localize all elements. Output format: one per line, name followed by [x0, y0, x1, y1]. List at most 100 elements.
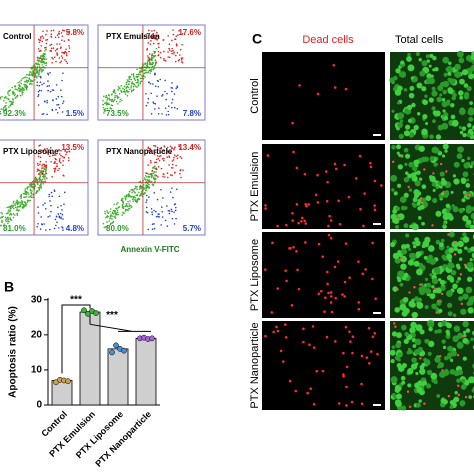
cell-dot: [43, 82, 45, 85]
live-cell: [391, 188, 395, 192]
cell-dot: [104, 96, 107, 99]
sig-bracket: [61, 304, 91, 374]
cell-dot: [104, 108, 107, 110]
scatter-cloud: [102, 29, 184, 116]
live-cell: [459, 130, 464, 135]
live-cell: [411, 357, 417, 363]
cell-dot: [174, 171, 176, 174]
dead-cell: [326, 180, 329, 184]
cell-dot: [141, 186, 143, 189]
live-cell: [394, 307, 400, 313]
live-cell: [425, 288, 432, 295]
live-cell: [457, 90, 464, 96]
live-cell: [438, 308, 443, 314]
cell-dot: [56, 104, 58, 106]
live-cell: [412, 197, 418, 203]
dead-cell: [371, 277, 374, 281]
live-cell: [436, 394, 441, 398]
cell-dot: [151, 213, 154, 216]
cell-dot: [166, 156, 169, 158]
live-cell: [443, 72, 448, 77]
cell-dot: [173, 147, 175, 150]
cell-dot: [156, 95, 158, 97]
column-header: Total cells: [395, 34, 444, 46]
cell-dot: [50, 152, 52, 154]
cell-dot: [118, 93, 121, 95]
cell-dot: [116, 209, 119, 212]
cell-dot: [39, 55, 42, 57]
cell-dot: [119, 87, 121, 90]
cell-dot: [42, 69, 44, 71]
cell-dot: [55, 165, 58, 167]
cell-dot: [41, 55, 44, 58]
cell-dot: [54, 36, 57, 39]
live-cell: [469, 101, 473, 105]
cell-dot: [171, 90, 173, 93]
x-axis-label: Annexin V-FITC: [120, 245, 179, 254]
cell-dot: [176, 108, 179, 110]
cell-dot: [146, 32, 148, 35]
cell-dot: [121, 206, 124, 209]
cell-dot: [52, 152, 55, 155]
dead-cell: [397, 216, 401, 220]
quadrant-value: 73.5%: [106, 109, 129, 118]
cell-dot: [135, 194, 137, 197]
cell-dot: [171, 82, 173, 84]
cell-dot: [25, 73, 28, 76]
cell-dot: [171, 210, 173, 213]
cell-dot: [52, 89, 55, 91]
cell-dot: [154, 151, 157, 154]
cell-dot: [16, 214, 19, 216]
cell-dot: [111, 218, 113, 220]
cell-dot: [48, 195, 51, 198]
cell-dot: [172, 29, 174, 31]
cell-dot: [150, 174, 153, 177]
cell-dot: [173, 53, 175, 55]
cell-dot: [147, 147, 149, 149]
cell-dot: [42, 170, 44, 173]
cell-dot: [153, 108, 156, 110]
dead-cell: [351, 351, 354, 355]
dead-cell: [284, 269, 287, 272]
live-cell: [429, 134, 434, 140]
cell-dot: [51, 56, 53, 59]
cell-dot: [43, 163, 46, 166]
dead-cell: [392, 160, 395, 164]
dead-cell: [343, 295, 346, 298]
live-cell: [468, 376, 474, 384]
live-cell: [404, 162, 408, 167]
dead-cell: [468, 193, 471, 197]
live-cell: [462, 236, 470, 243]
cell-dot: [174, 203, 177, 205]
cell-dot: [2, 224, 5, 227]
cell-dot: [179, 54, 181, 56]
dead-cell: [329, 291, 333, 294]
live-cell: [437, 277, 442, 282]
cell-dot: [149, 72, 152, 74]
live-cell: [391, 392, 396, 397]
dead-cell: [394, 325, 397, 328]
cell-dot: [122, 211, 124, 214]
cell-dot: [7, 93, 9, 95]
cell-dot: [102, 100, 104, 102]
panel-label: C: [252, 31, 262, 47]
cell-dot: [151, 167, 154, 169]
live-cell: [456, 153, 463, 160]
cell-dot: [128, 81, 131, 83]
cell-dot: [105, 94, 108, 97]
live-cell: [416, 82, 423, 89]
cell-dot: [24, 205, 26, 207]
cell-dot: [40, 186, 42, 188]
cell-dot: [40, 60, 43, 62]
cell-dot: [117, 85, 120, 88]
cell-dot: [125, 202, 128, 205]
cell-dot: [21, 93, 24, 96]
live-cell: [450, 190, 454, 194]
cell-dot: [153, 52, 156, 54]
cell-dot: [174, 60, 177, 63]
live-cell: [445, 67, 450, 72]
cell-dot: [7, 220, 9, 222]
live-cell: [456, 287, 464, 295]
dead-cell: [294, 389, 298, 393]
live-cell: [467, 129, 473, 134]
